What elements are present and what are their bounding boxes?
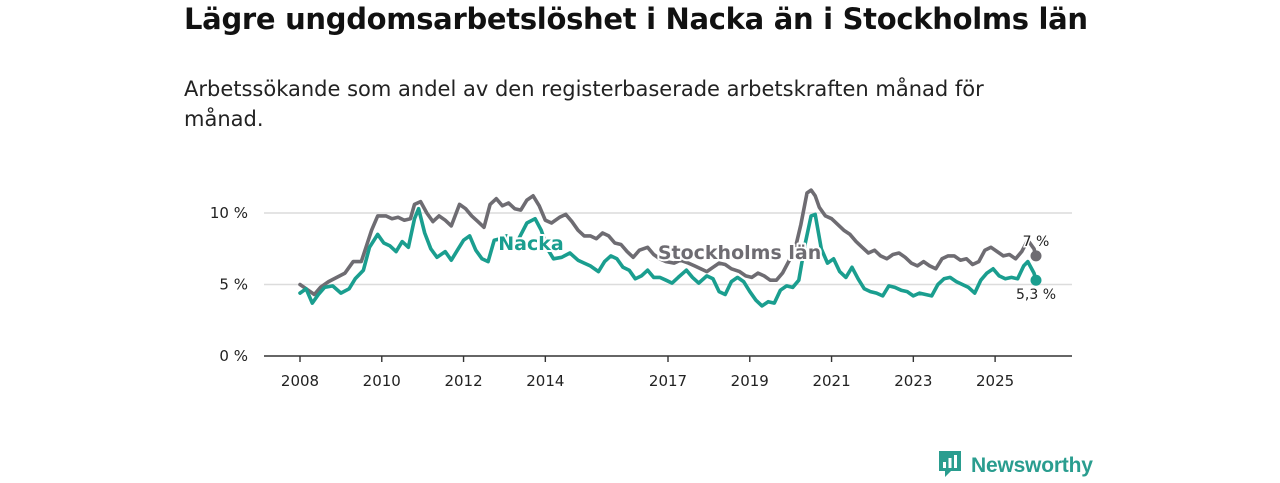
x-tick-label-7: 2023 xyxy=(894,372,932,390)
series-line-nacka xyxy=(298,206,1038,308)
y-tick-label-1: 5 % xyxy=(219,276,248,294)
label-layer: Stockholms län 7 % Nacka 5,3 % xyxy=(496,231,1057,305)
end-value-label-nacka: 5,3 % xyxy=(1016,287,1056,303)
y-tick-label-0: 0 % xyxy=(219,347,248,365)
x-tick-label-0: 2008 xyxy=(281,372,319,390)
series-line-stockholms-l-n xyxy=(298,188,1038,297)
x-tick-label-8: 2025 xyxy=(976,372,1014,390)
axis-layer: 0 % 5 % 10 % 2008 2010 2012 2014 2017 2019 2021 20… xyxy=(210,204,1072,390)
end-value-label-stockholms-l-n: 7 % xyxy=(1023,234,1050,250)
x-tick-label-4: 2017 xyxy=(649,372,687,390)
end-marker-nacka xyxy=(1030,274,1042,286)
x-tick-label-3: 2014 xyxy=(526,372,564,390)
x-tick-label-5: 2019 xyxy=(731,372,769,390)
end-marker-stockholms-l-n xyxy=(1030,250,1042,262)
series-layer xyxy=(298,188,1042,308)
x-tick-label-1: 2010 xyxy=(363,372,401,390)
x-tick-label-6: 2021 xyxy=(812,372,850,390)
x-tick-label-2: 2012 xyxy=(444,372,482,390)
y-tick-label-2: 10 % xyxy=(210,204,248,222)
brand-name: Newsworthy xyxy=(971,454,1093,477)
series-label-nacka: Nacka xyxy=(498,233,563,255)
newsworthy-brand[interactable]: Newsworthy xyxy=(937,449,1093,483)
series-label-stockholms-l-n: Stockholms län xyxy=(658,242,821,264)
chart-subtitle: Arbetssökande som andel av den registerb… xyxy=(184,77,984,131)
newsworthy-logo-icon xyxy=(937,449,963,483)
chart-title: Lägre ungdomsarbetslöshet i Nacka än i S… xyxy=(184,2,1088,36)
